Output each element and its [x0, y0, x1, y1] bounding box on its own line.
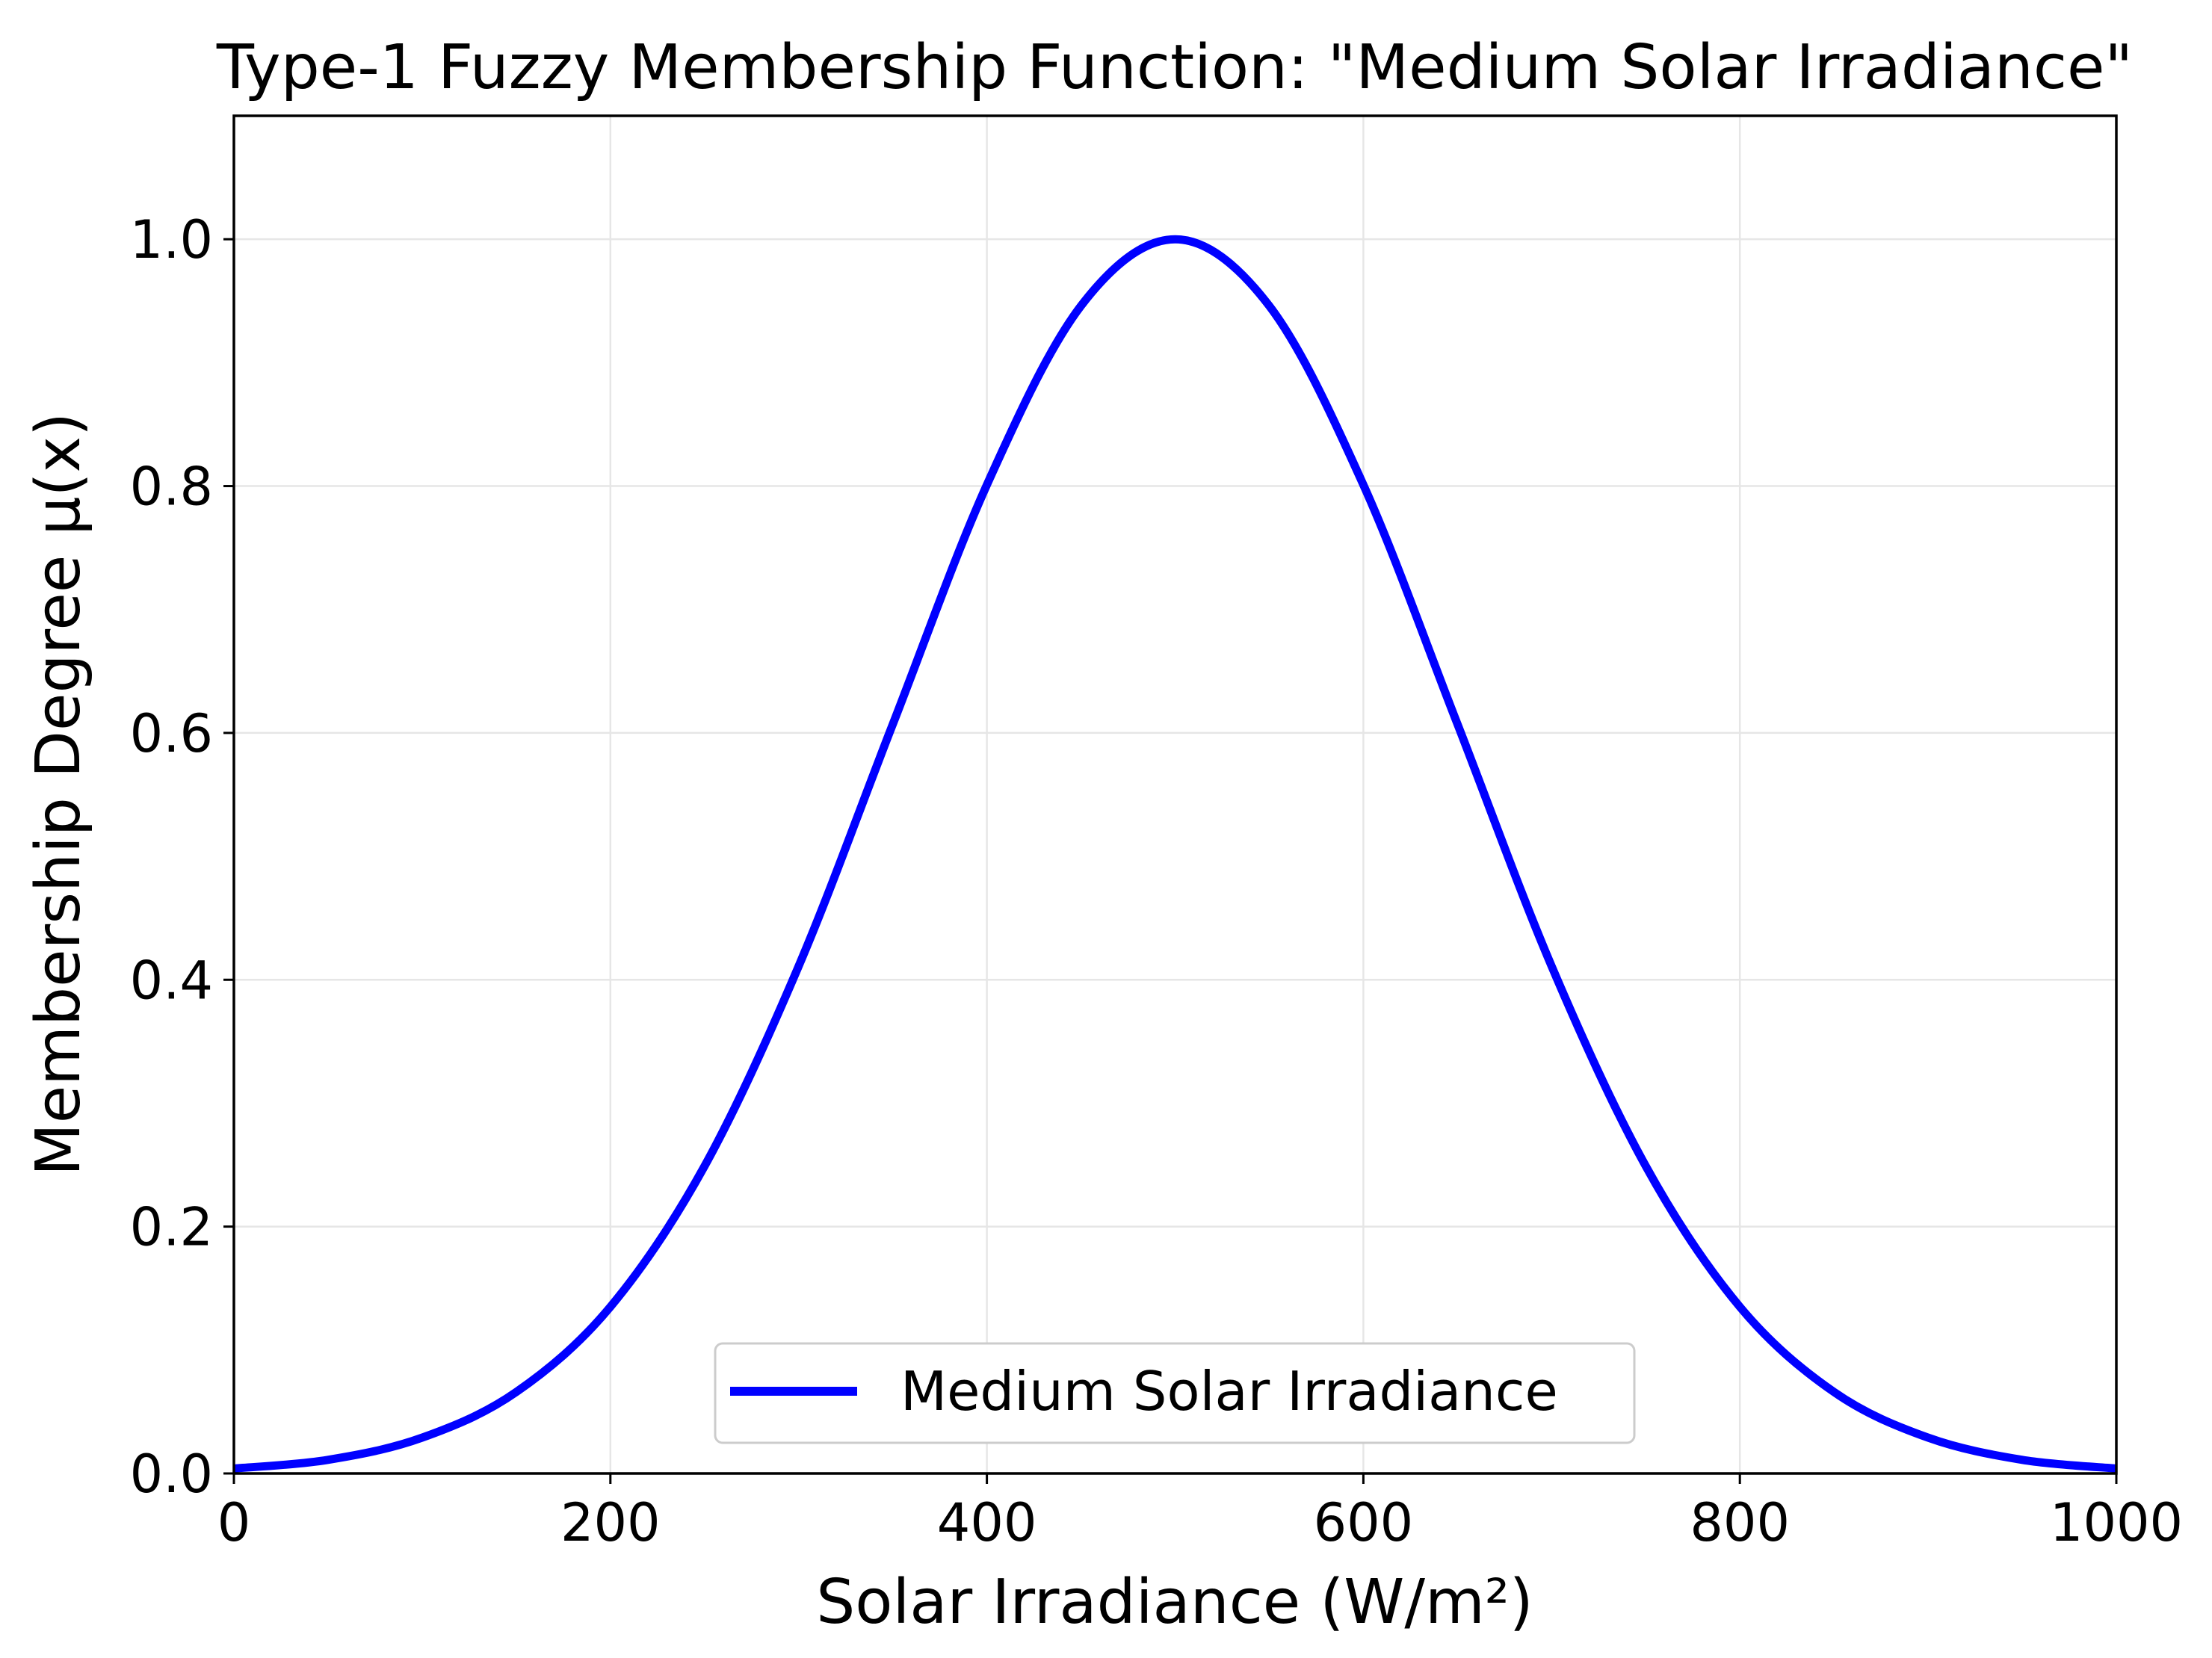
- plot-area: [233, 235, 2117, 1473]
- y-tick-label: 0.4: [130, 950, 213, 1011]
- y-tick-label: 0.6: [130, 703, 213, 764]
- grid: [232, 116, 2118, 1475]
- axis-ticks: 0 200 400 600 800 1000 0.0 0.2 0.4 0.6 0.8 1.0: [130, 209, 2183, 1553]
- y-tick-label: 0.8: [130, 457, 213, 518]
- y-tick-label: 0.0: [130, 1444, 213, 1505]
- x-tick-label: 800: [1690, 1492, 1790, 1553]
- x-tick-label: 0: [217, 1492, 251, 1553]
- x-tick-label: 400: [937, 1492, 1037, 1553]
- legend: Medium Solar Irradiance: [714, 1342, 1636, 1444]
- y-tick-label: 0.2: [130, 1197, 213, 1258]
- x-axis-label: Solar Irradiance (W/m²): [816, 1567, 1533, 1638]
- axes-frame: [232, 114, 2118, 1475]
- x-tick-label: 600: [1314, 1492, 1414, 1553]
- legend-label: Medium Solar Irradiance: [900, 1360, 1558, 1423]
- legend-box: [714, 1342, 1636, 1444]
- x-tick-label: 200: [560, 1492, 661, 1553]
- series-line-0: [233, 235, 2117, 1473]
- y-axis-label: Membership Degree μ(x): [23, 412, 94, 1176]
- chart-title: Type-1 Fuzzy Membership Function: "Mediu…: [216, 32, 2133, 103]
- x-tick-label: 1000: [2050, 1492, 2183, 1553]
- y-tick-label: 1.0: [130, 209, 213, 270]
